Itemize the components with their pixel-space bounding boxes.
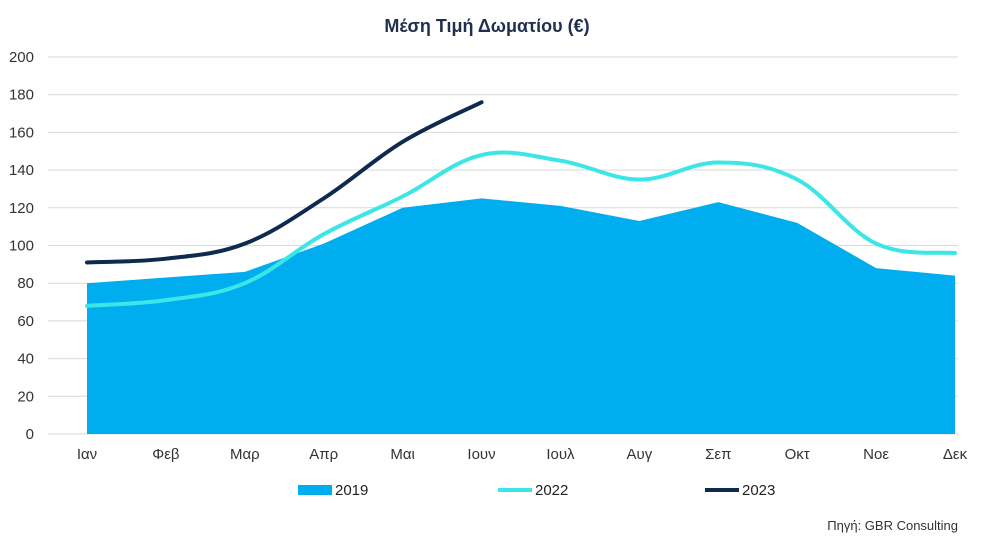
source-note: Πηγή: GBR Consulting (827, 518, 958, 533)
y-tick-label: 40 (17, 351, 34, 368)
x-tick-label: Απρ (309, 446, 338, 463)
y-tick-label: 100 (9, 238, 34, 255)
y-tick-label: 160 (9, 124, 34, 141)
x-tick-label: Νοε (863, 446, 889, 463)
series (85, 100, 957, 434)
y-tick-label: 80 (17, 275, 34, 292)
y-axis-ticks: 0 20 40 60 80 100 120 140 160 180 200 (9, 49, 34, 443)
x-tick-label: Ιουν (467, 446, 495, 463)
x-tick-label: Μαρ (230, 446, 260, 463)
area-series-2019 (87, 198, 955, 434)
chart-title: Μέση Τιμή Δωματίου (€) (384, 16, 589, 36)
legend-label-2022: 2022 (535, 482, 568, 499)
x-tick-label: Ιουλ (546, 446, 575, 463)
x-tick-label: Σεπ (705, 446, 731, 463)
x-tick-label: Φεβ (152, 446, 180, 463)
y-tick-label: 0 (26, 426, 34, 443)
x-tick-label: Οκτ (785, 446, 810, 463)
y-tick-label: 180 (9, 87, 34, 104)
y-tick-label: 120 (9, 200, 34, 217)
y-tick-label: 200 (9, 49, 34, 66)
x-tick-label: Αυγ (627, 446, 653, 463)
x-tick-label: Ιαν (77, 446, 97, 463)
x-tick-label: Μαι (390, 446, 415, 463)
y-tick-label: 140 (9, 162, 34, 179)
x-tick-label: Δεκ (943, 446, 968, 463)
y-tick-label: 20 (17, 388, 34, 405)
line-series-2022 (85, 150, 957, 308)
legend: 2019 2022 2023 (298, 482, 775, 499)
legend-label-2023: 2023 (742, 482, 775, 499)
x-axis-ticks: Ιαν Φεβ Μαρ Απρ Μαι Ιουν Ιουλ Αυγ Σεπ Οκτ Νοε Δεκ (77, 446, 968, 463)
y-tick-label: 60 (17, 313, 34, 330)
legend-swatch-2019 (298, 485, 332, 495)
line-series-2023 (85, 100, 484, 265)
legend-label-2019: 2019 (335, 482, 368, 499)
